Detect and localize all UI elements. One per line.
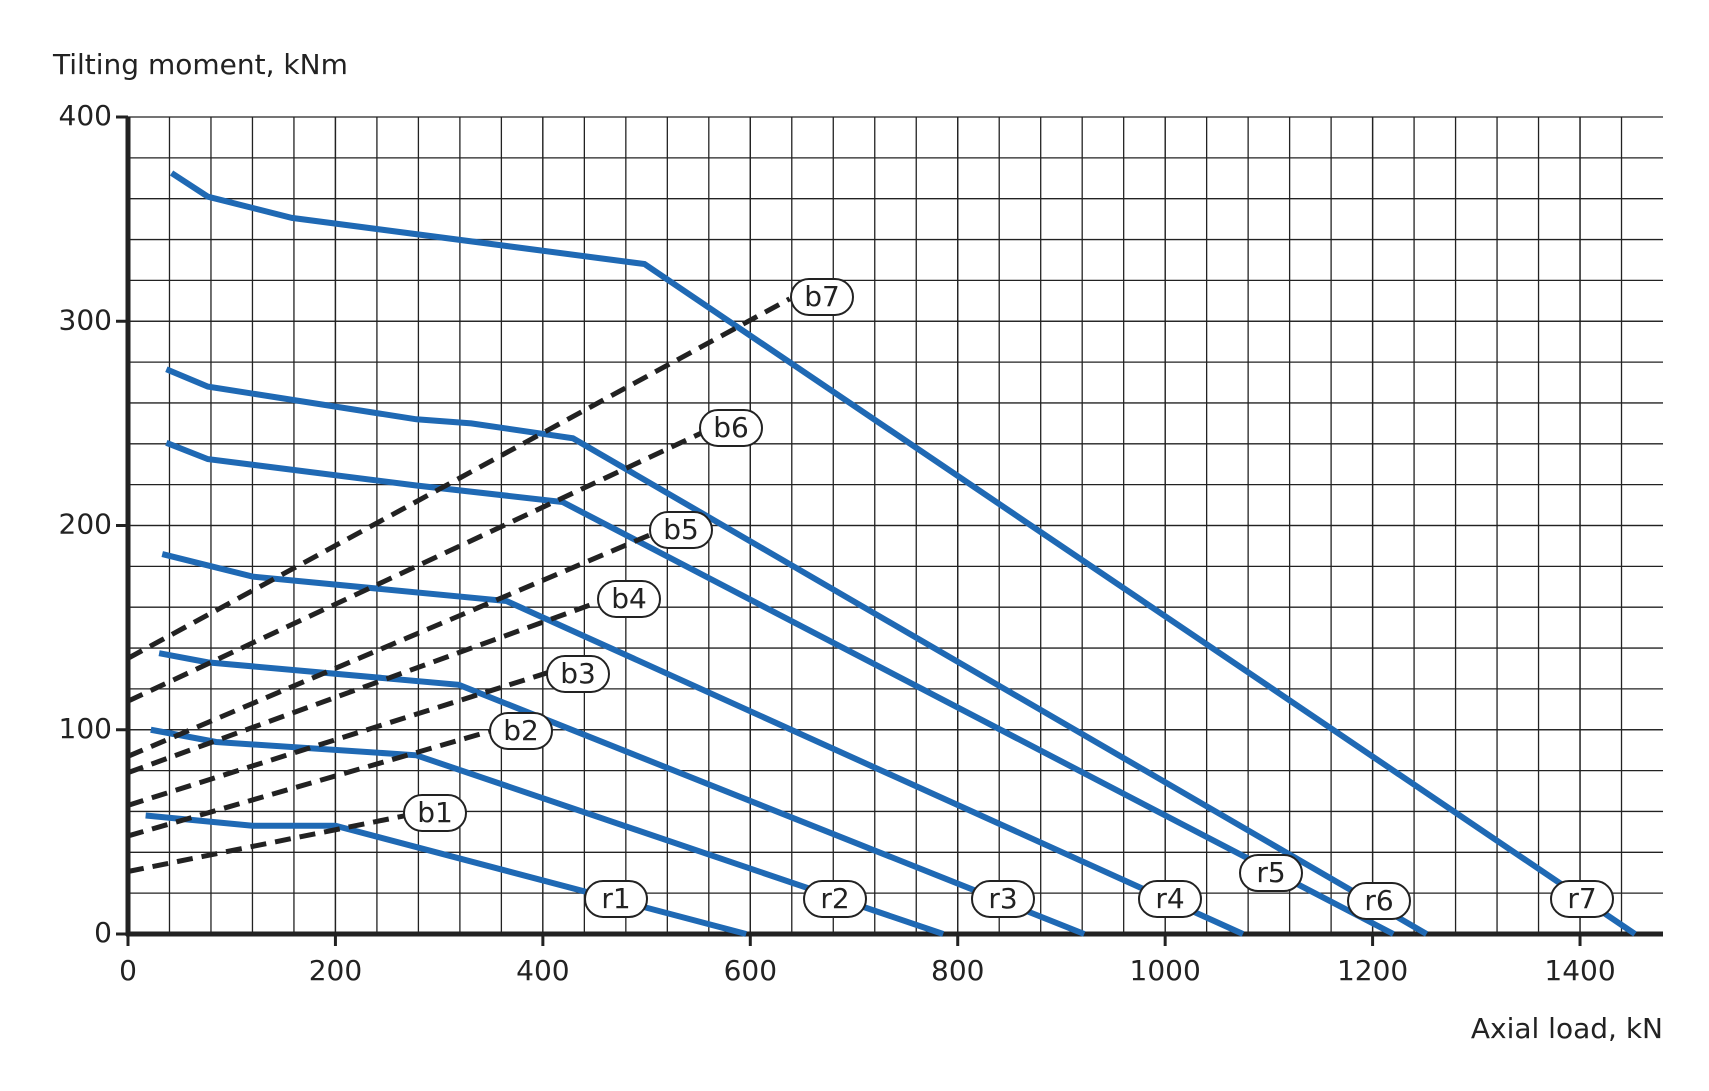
y-tick-label: 200 xyxy=(59,508,112,541)
x-tick-label: 1000 xyxy=(1130,954,1201,987)
series-line xyxy=(150,726,945,937)
y-axis-label: Tilting moment, kNm xyxy=(52,48,348,81)
series-label-box xyxy=(971,880,1035,918)
series-label: r2 xyxy=(820,882,849,915)
x-tick-label: 600 xyxy=(724,954,777,987)
x-tick-label: 1200 xyxy=(1337,954,1408,987)
series-label-box xyxy=(546,655,610,693)
y-tick-label: 300 xyxy=(59,303,112,336)
series-line xyxy=(165,366,1429,937)
series-line xyxy=(127,531,654,759)
series-label: r5 xyxy=(1256,856,1285,889)
series-label: b5 xyxy=(663,513,699,546)
series-label-box xyxy=(1347,882,1411,920)
x-tick-label: 800 xyxy=(931,954,984,987)
series-label: r1 xyxy=(601,882,630,915)
series-label: r7 xyxy=(1567,882,1596,915)
series-label-box xyxy=(584,880,648,918)
series-label: b2 xyxy=(503,714,539,747)
series-line xyxy=(126,429,706,704)
x-axis-label: Axial load, kN xyxy=(1471,1012,1663,1045)
series-label: b7 xyxy=(804,280,840,313)
series-label: b6 xyxy=(713,411,749,444)
series-label: b4 xyxy=(611,582,647,615)
x-tick-label: 400 xyxy=(516,954,569,987)
series-label-box xyxy=(1550,880,1614,918)
y-tick-label: 0 xyxy=(94,916,112,949)
series-line xyxy=(127,813,407,874)
series-label-box xyxy=(649,511,713,549)
series-label-box xyxy=(790,278,854,316)
series-label: b1 xyxy=(417,796,453,829)
x-tick-label: 1400 xyxy=(1544,954,1615,987)
series-line xyxy=(158,650,1086,937)
series-label: r3 xyxy=(988,882,1017,915)
series-label: r4 xyxy=(1155,882,1184,915)
series-label: r6 xyxy=(1364,884,1393,917)
series-line xyxy=(127,727,496,839)
x-tick-label: 0 xyxy=(119,954,137,987)
series-label: b3 xyxy=(560,657,596,690)
series-line xyxy=(169,170,1637,937)
x-tick-label: 200 xyxy=(309,954,362,987)
series-label-box xyxy=(403,794,467,832)
series-line xyxy=(145,812,747,937)
series-line xyxy=(126,296,791,661)
series-label-box xyxy=(1138,880,1202,918)
y-tick-label: 400 xyxy=(59,99,112,132)
series-label-box xyxy=(699,409,763,447)
y-tick-label: 100 xyxy=(59,712,112,745)
series-label-box xyxy=(1239,854,1303,892)
series-label-box xyxy=(489,712,553,750)
series-line xyxy=(165,439,1395,937)
series-line xyxy=(161,551,1245,937)
series-label-box xyxy=(803,880,867,918)
series-line xyxy=(127,598,602,775)
series-label-box xyxy=(597,580,661,618)
